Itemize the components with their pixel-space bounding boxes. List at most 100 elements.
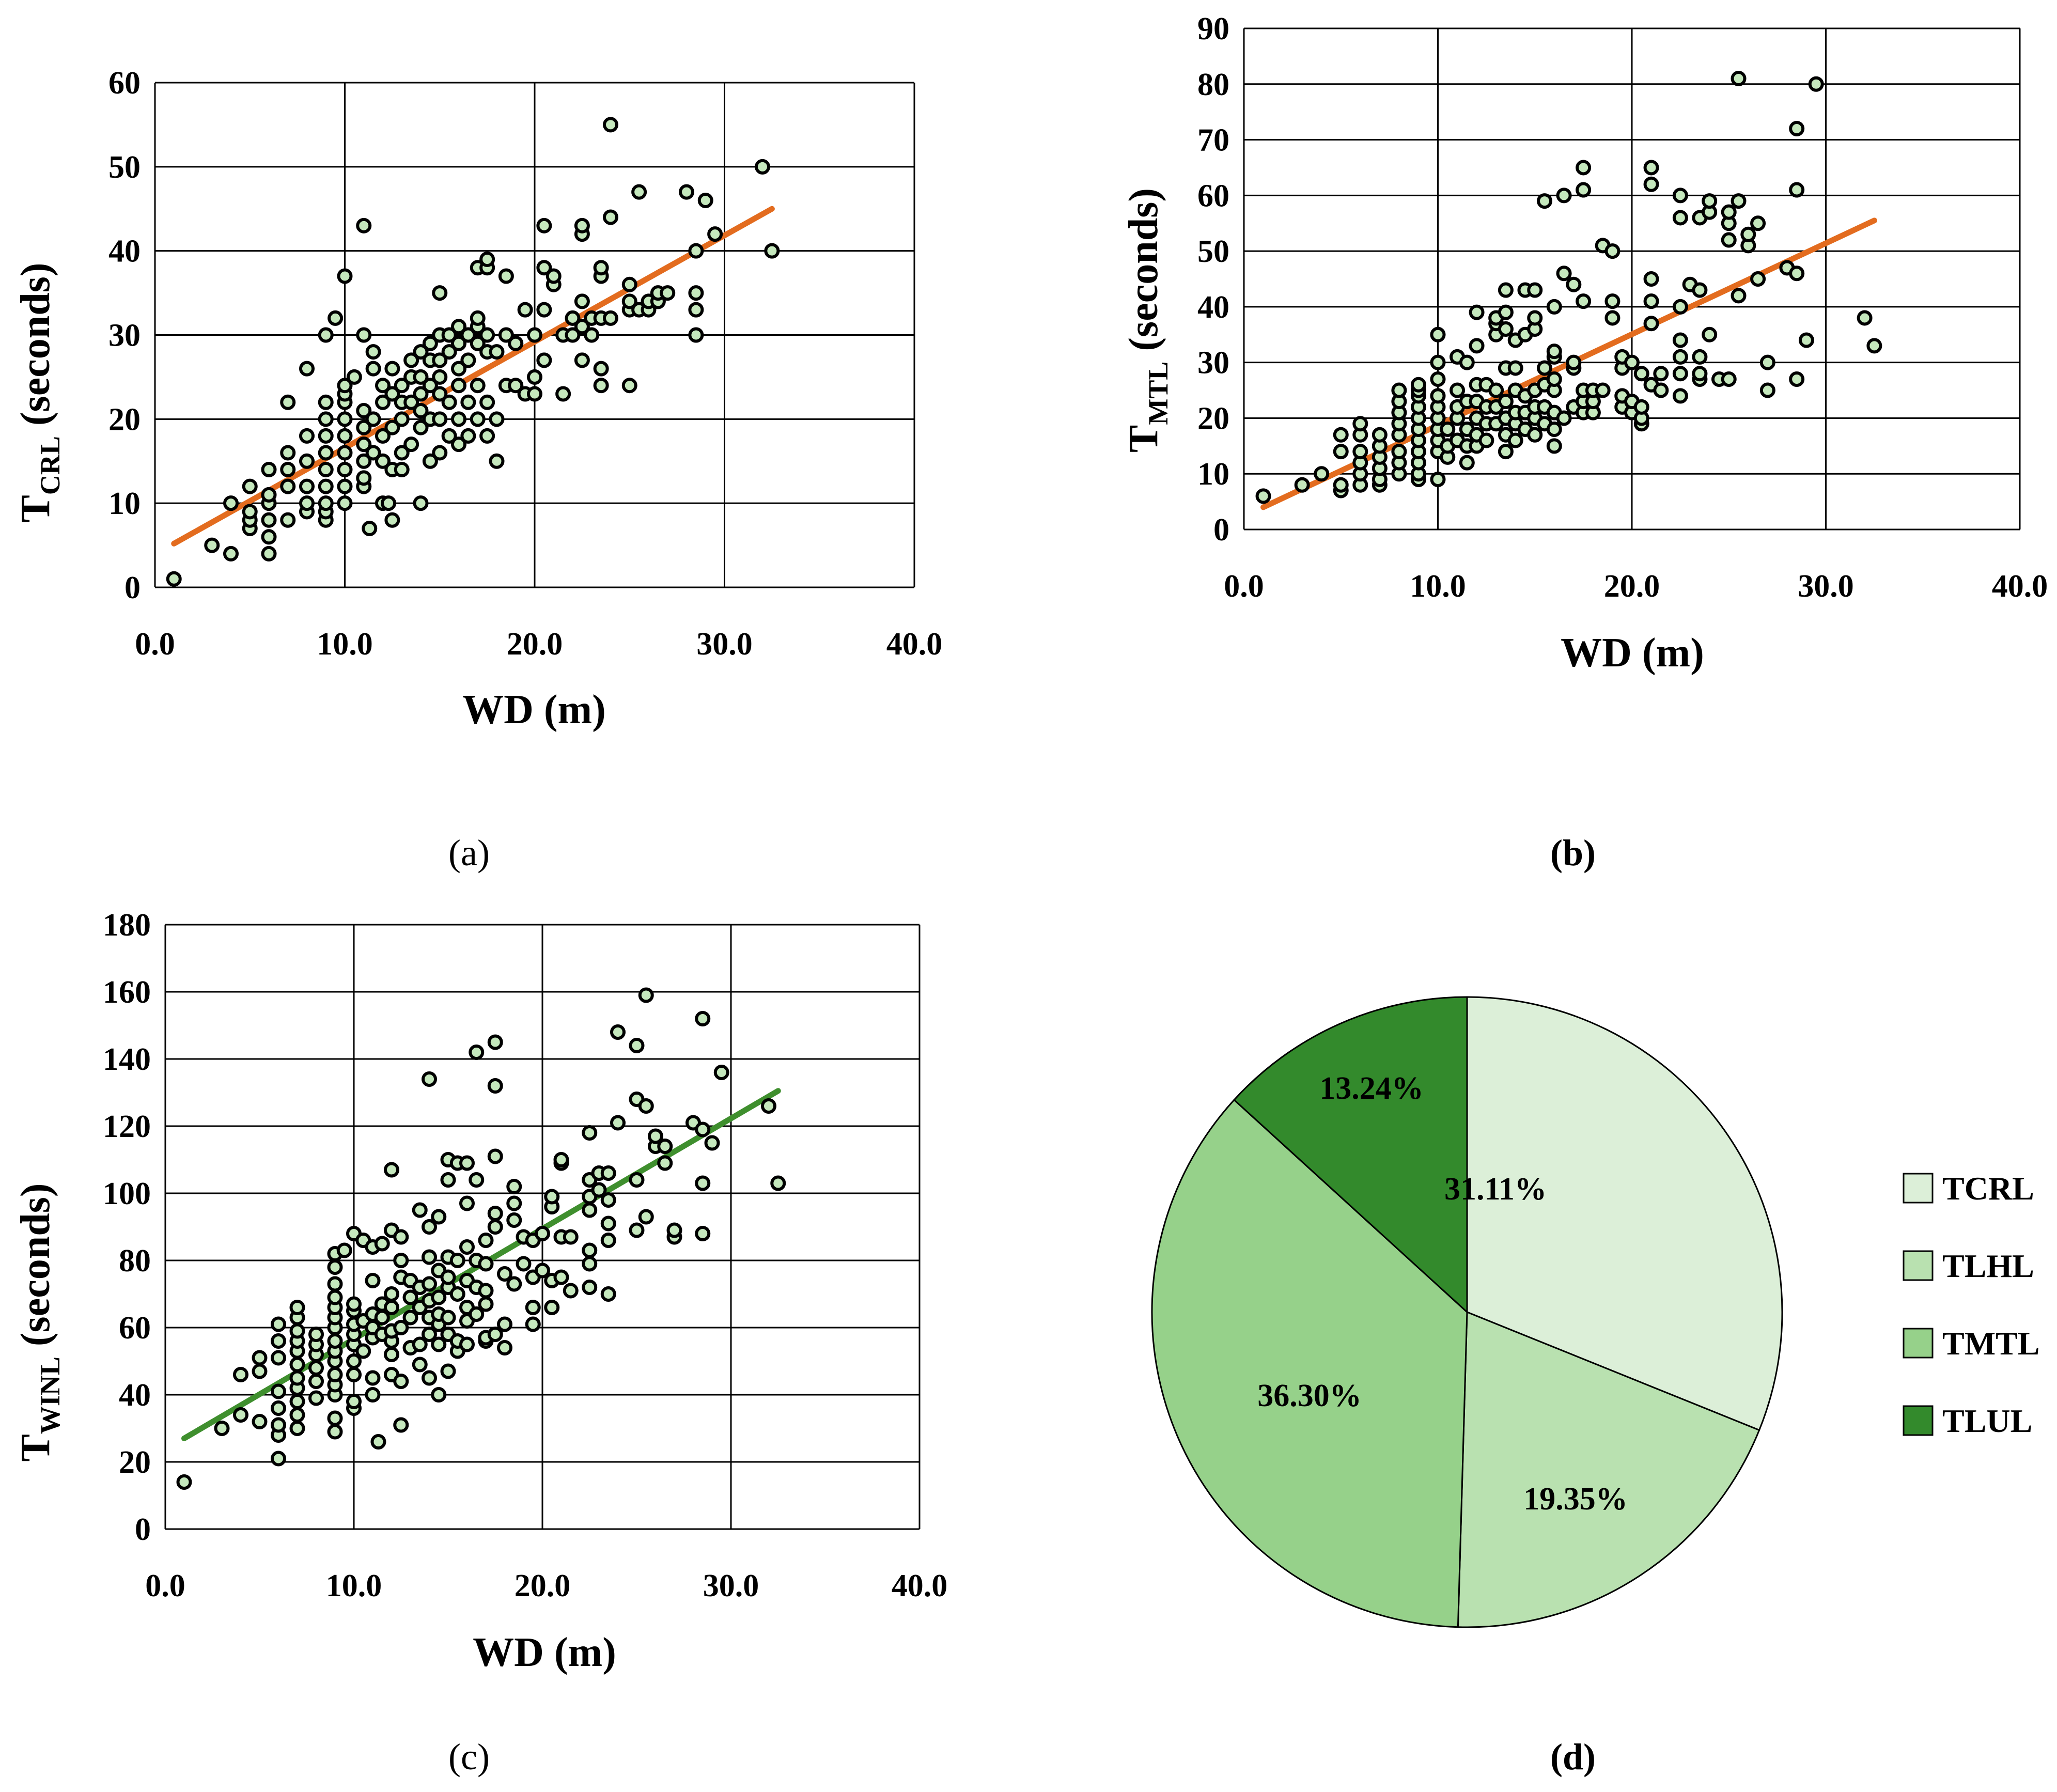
data-point-a-39 [337,445,353,461]
data-point-c-147 [487,1034,503,1050]
data-point-a-158 [593,260,609,276]
y-tick-label-b-8: 80 [1197,67,1229,102]
x-ticks-b: 0.0 10.0 20.0 30.0 40.0 [1224,569,2048,604]
panel-label-a: (a) [448,832,490,874]
data-point-c-155 [516,1256,532,1272]
data-point-b-122 [1566,354,1582,370]
data-point-a-65 [381,495,397,511]
data-point-a-10 [261,512,277,528]
data-point-c-122 [449,1253,465,1268]
data-point-a-31 [318,428,334,444]
data-point-a-121 [479,327,495,343]
x-tick-label-b-4: 40.0 [1992,569,2048,604]
pie-slice-label-tlul: 13.24% [1319,1071,1424,1106]
pie-slice-label-tlhl: 19.35% [1523,1482,1628,1517]
data-point-a-139 [536,260,552,276]
data-point-c-33 [327,1410,343,1426]
data-point-c-16 [289,1407,305,1423]
pie-slice-label-tmtl: 36.30% [1257,1378,1362,1413]
data-point-a-30 [318,445,334,461]
data-point-a-45 [337,268,353,284]
data-point-a-21 [299,478,315,494]
data-point-a-177 [688,243,704,259]
data-point-a-103 [451,411,466,427]
y-ticks-c: 0 20 40 60 80 100 120 140 160 180 [103,908,151,1547]
data-point-a-176 [688,285,704,301]
data-point-a-145 [565,327,581,343]
data-point-c-105 [431,1336,447,1352]
data-point-a-24 [299,361,315,377]
data-point-a-56 [365,445,381,461]
data-point-a-105 [451,361,466,377]
data-point-a-90 [422,335,438,351]
data-point-b-182 [1740,226,1756,242]
y-tick-label-b-1: 10 [1197,457,1229,492]
data-point-a-118 [479,428,495,444]
data-point-c-117 [440,1172,456,1188]
data-point-c-179 [582,1125,598,1141]
data-point-a-159 [603,310,618,326]
data-point-a-85 [413,344,429,360]
data-point-a-113 [470,378,486,394]
data-point-a-17 [280,445,296,461]
data-point-c-208 [713,1065,729,1080]
data-point-b-5 [1333,444,1349,460]
data-point-a-161 [603,117,618,133]
data-point-b-172 [1702,193,1718,209]
data-point-c-134 [469,1172,485,1188]
data-point-c-188 [610,1024,626,1040]
data-point-c-58 [355,1343,371,1359]
data-point-b-74 [1488,382,1504,398]
data-point-a-100 [441,344,457,360]
data-point-a-106 [451,335,466,351]
data-point-c-103 [422,1071,437,1087]
x-tick-label-a-2: 20.0 [507,627,563,662]
data-point-c-104 [431,1387,447,1403]
data-point-c-198 [657,1155,673,1171]
data-point-b-191 [1789,121,1805,136]
data-point-a-92 [432,411,448,427]
x-tick-label-c-1: 10.0 [326,1568,382,1603]
data-point-b-60 [1459,354,1475,370]
data-point-b-156 [1653,366,1669,382]
data-point-b-38 [1430,472,1446,487]
data-point-b-116 [1546,299,1562,315]
data-point-c-194 [638,1098,654,1114]
data-point-b-184 [1750,215,1766,231]
trendline-a [171,206,775,547]
y-tick-label-b-3: 30 [1197,346,1229,381]
data-point-c-28 [308,1360,324,1376]
data-point-b-4 [1333,477,1349,493]
data-point-c-82 [393,1374,409,1389]
data-point-c-139 [478,1283,494,1299]
data-point-b-159 [1672,349,1688,365]
data-point-c-108 [431,1289,447,1305]
data-point-c-130 [459,1155,475,1171]
data-point-b-170 [1702,326,1718,342]
y-tick-label-b-6: 60 [1197,178,1229,213]
y-axis-title-b-sub: MTL [1143,362,1174,425]
data-point-a-59 [365,344,381,360]
data-point-b-151 [1643,293,1659,309]
pie-slice-labels: 31.11% 19.35% 36.30% 13.24% [1257,1071,1628,1517]
data-point-a-109 [460,394,476,410]
data-point-a-66 [384,512,400,528]
points-a [166,117,780,587]
data-point-a-28 [318,478,334,494]
data-point-c-44 [327,1276,343,1292]
pie-slice-tlul [1233,996,1468,1314]
data-point-a-76 [403,437,419,453]
legend-label-tcrl: TCRL [1942,1170,2034,1207]
data-point-c-47 [336,1242,352,1258]
y-tick-label-b-9: 90 [1197,11,1229,46]
data-point-b-180 [1731,71,1747,86]
data-point-c-96 [422,1370,437,1386]
data-point-c-143 [487,1219,503,1235]
data-point-a-164 [621,293,637,309]
data-point-c-190 [629,1172,645,1188]
y-axis-title-a-main: T [13,495,58,522]
data-point-b-1 [1294,477,1310,493]
x-tick-label-c-2: 20.0 [515,1568,571,1603]
data-point-a-126 [489,344,505,360]
data-point-b-108 [1537,193,1553,209]
